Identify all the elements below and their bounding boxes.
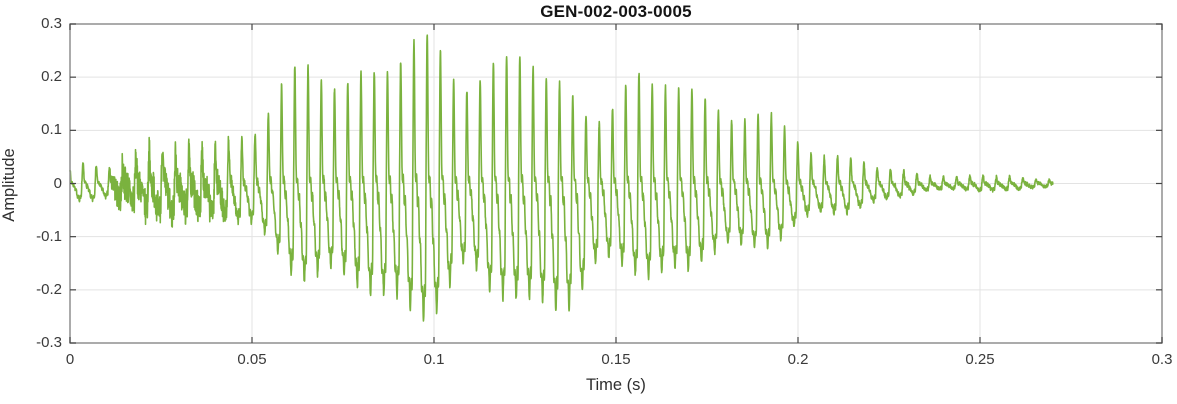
x-tick-label: 0.15 [601,351,631,368]
y-tick-label: -0.2 [36,280,62,298]
waveform-line [69,34,1054,322]
tick-marks [69,23,1163,344]
x-tick-label: 0.05 [237,351,267,368]
y-tick-label: 0.2 [41,68,62,86]
y-tick-label: 0 [53,174,62,192]
y-tick-label: -0.3 [36,334,62,351]
y-tick-label: -0.1 [36,227,62,245]
x-axis-label: Time (s) [586,376,646,394]
x-tick-label: 0.25 [965,351,995,368]
x-tick-label: 0.1 [423,351,445,368]
x-tick-label: 0 [65,351,75,368]
chart-title: GEN-002-003-0005 [540,2,692,21]
y-tick-label: 0.1 [41,121,62,139]
grid-lines [70,24,1162,343]
x-tick-label: 0.2 [787,351,809,368]
y-tick-label: 0.3 [41,15,62,32]
x-tick-label: 0.3 [1151,351,1173,368]
